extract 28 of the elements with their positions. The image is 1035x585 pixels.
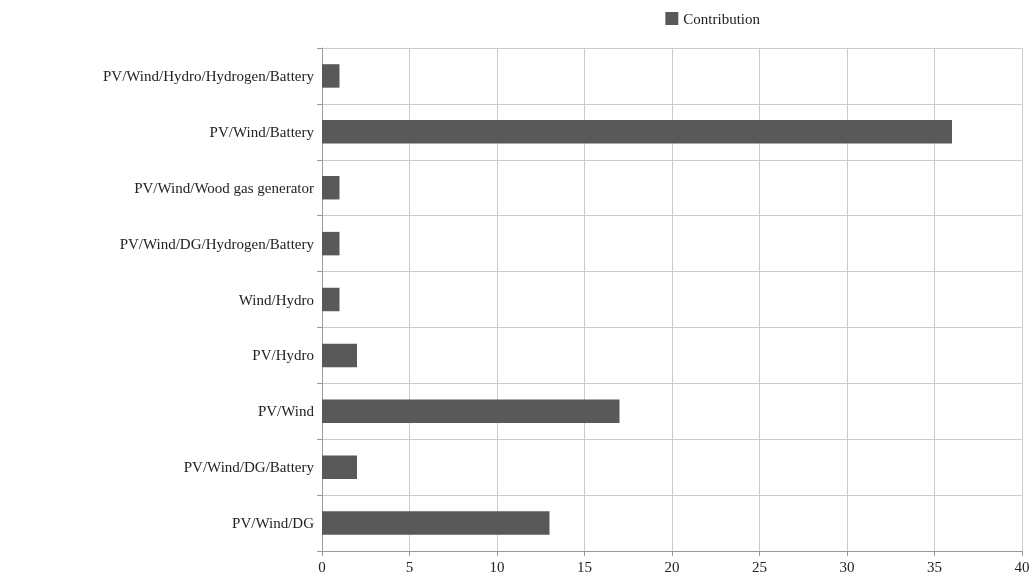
legend-label: Contribution [683, 10, 761, 27]
bar [322, 64, 340, 88]
x-tick-label: 25 [752, 558, 767, 575]
y-tick-label: PV/Wind/Hydro/Hydrogen/Battery [102, 67, 315, 84]
x-tick-label: 30 [839, 558, 855, 575]
bar [322, 175, 340, 200]
x-tick-label: 5 [405, 558, 414, 575]
bar [322, 120, 952, 144]
x-tick-label: 35 [927, 558, 942, 575]
y-tick-label: PV/Wind [257, 403, 315, 420]
y-tick-label: PV/Wind/DG/Battery [183, 459, 315, 476]
bar [322, 287, 340, 312]
y-tick-label: PV/Hydro [252, 347, 314, 364]
bar [322, 399, 620, 424]
x-tick-label: 0 [318, 558, 326, 575]
bar [322, 231, 340, 256]
bar [322, 343, 357, 368]
x-tick-label: 20 [664, 558, 680, 575]
x-tick-label: 15 [577, 558, 592, 575]
x-tick-label: 10 [489, 558, 505, 575]
y-tick-label: PV/Wind/Wood gas generator [134, 179, 314, 196]
y-tick-label: PV/Wind/DG/Hydrogen/Battery [119, 235, 315, 252]
bar [322, 511, 550, 535]
y-tick-label: PV/Wind/Battery [209, 123, 315, 140]
x-tick-label: 40 [1014, 558, 1030, 575]
bar [322, 455, 357, 479]
y-tick-label: Wind/Hydro [238, 291, 314, 308]
y-tick-label: PV/Wind/DG [232, 515, 315, 532]
